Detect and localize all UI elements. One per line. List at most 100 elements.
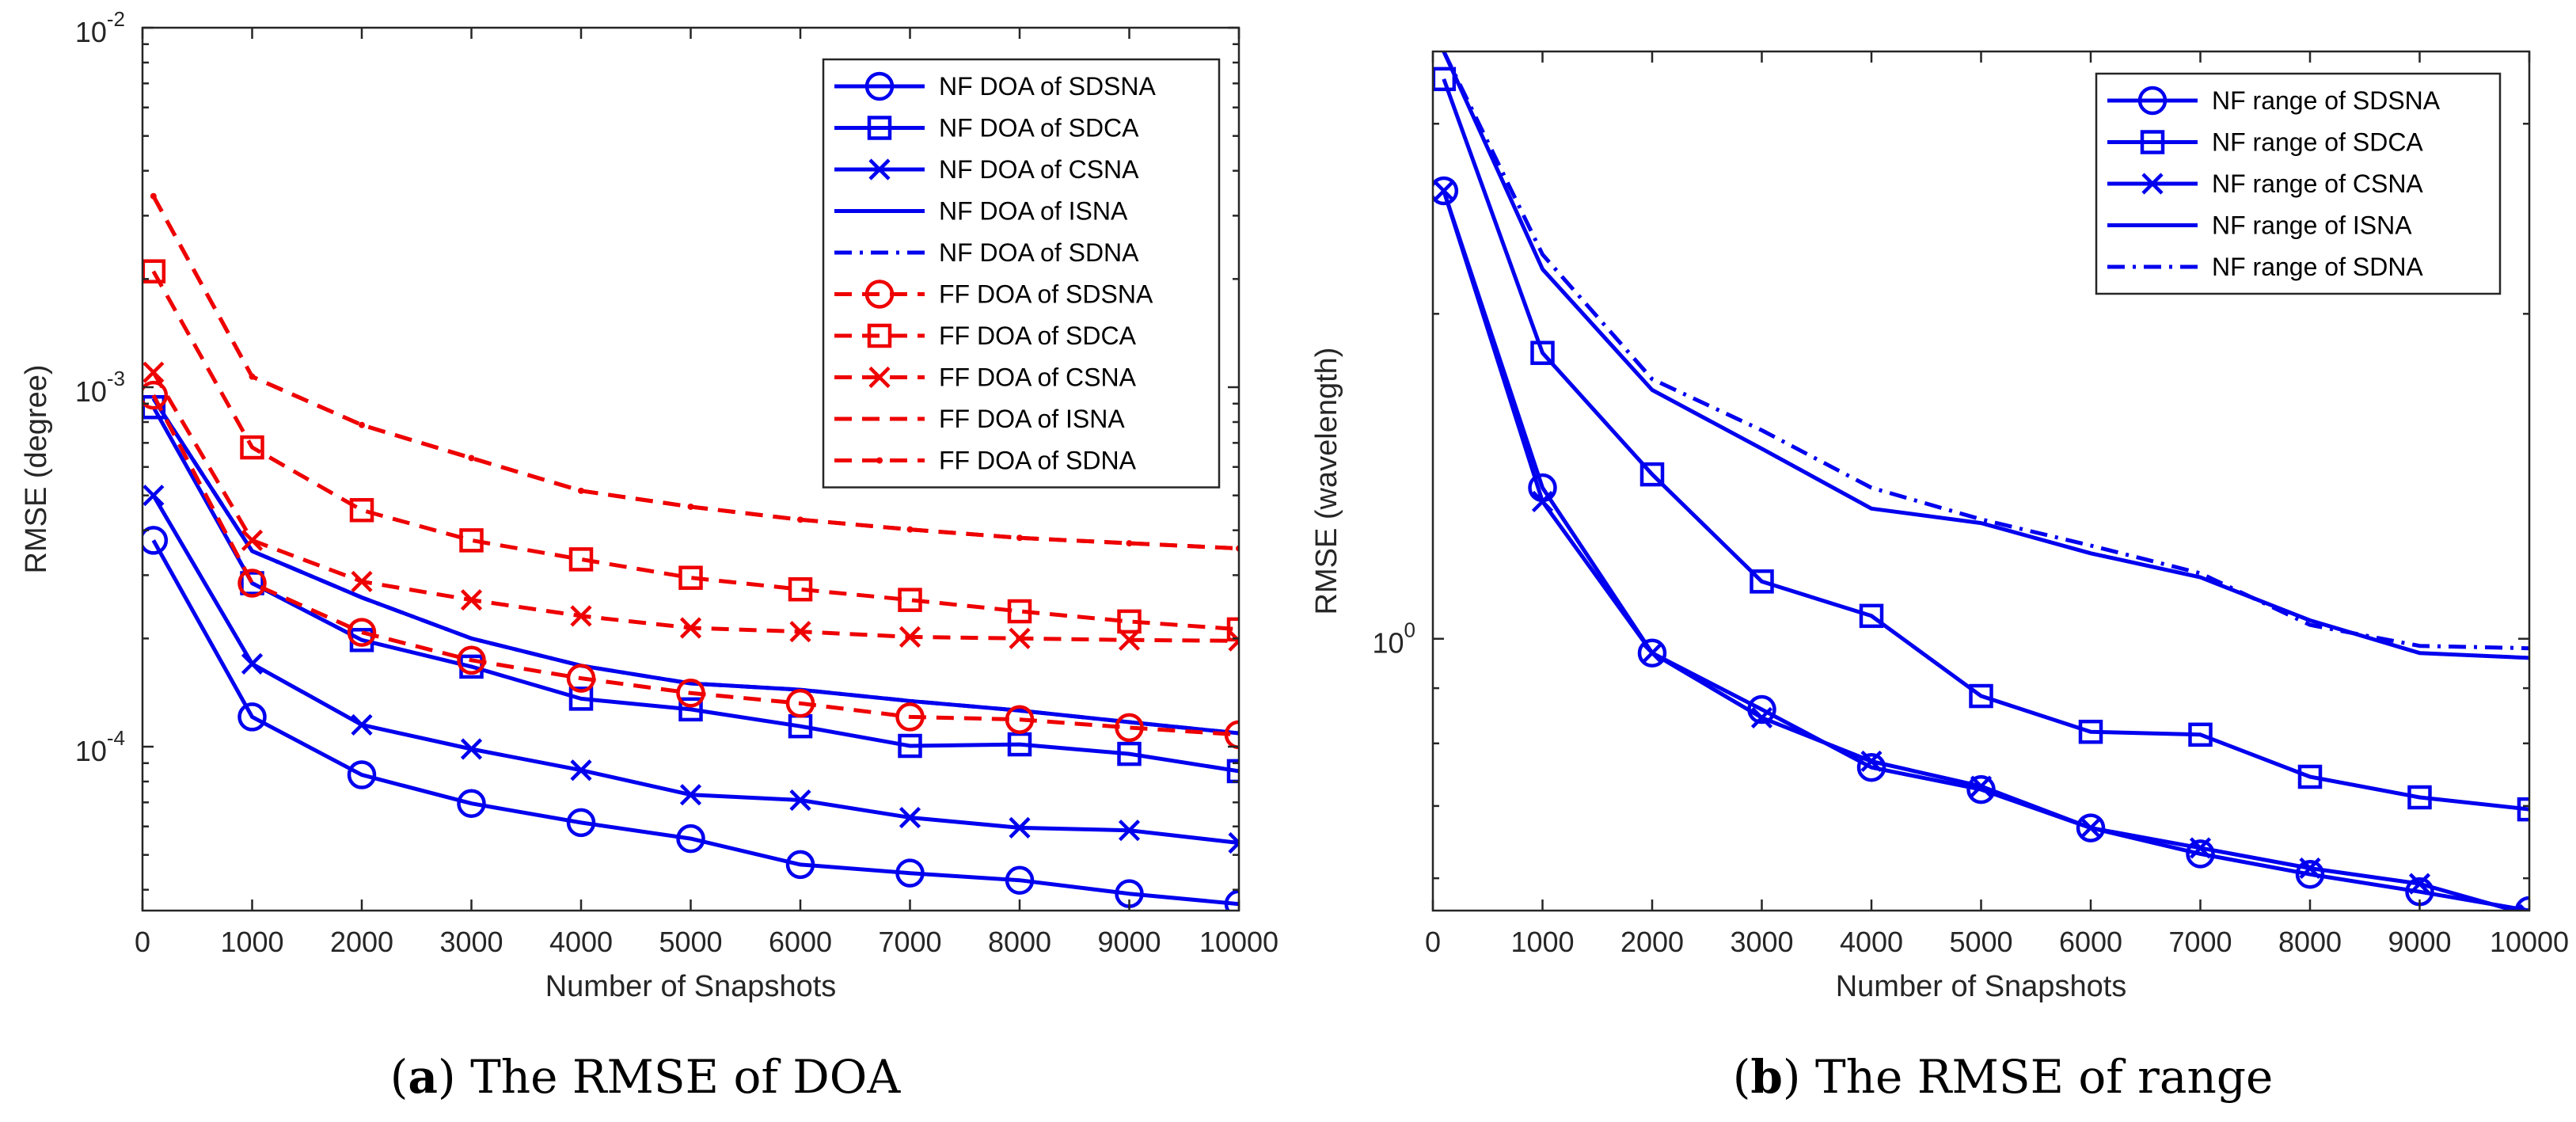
doa-x-tick-label: 1000 xyxy=(220,926,283,958)
data-point-nf-range-of-csna xyxy=(1433,180,1455,202)
data-point-ff-doa-of-sdsna xyxy=(676,679,705,708)
series-line-nf-range-of-sdna xyxy=(1442,51,2529,651)
data-point-ff-doa-of-sdna xyxy=(1016,534,1023,542)
doa-y-tick-label: 10-3 xyxy=(75,367,125,408)
legend-marker-nf-doa-of-csna xyxy=(868,158,891,181)
data-point-nf-range-of-sdsna xyxy=(2186,839,2215,869)
legend-item-nf-range-of-sdca: NF range of SDCA xyxy=(2107,128,2423,157)
data-point-ff-doa-of-sdsna xyxy=(347,618,377,647)
data-point-nf-doa-of-sdsna xyxy=(457,789,486,818)
range-x-ticks: 0 1000 2000 3000 4000 5000 6000 7000 8000 9000 100… xyxy=(1425,51,2569,958)
legend-label-nf-range-of-isna: NF range of ISNA xyxy=(2212,211,2412,240)
doa-y-tick-label: 10-4 xyxy=(75,726,125,767)
data-point-nf-range-of-sdsna xyxy=(1637,638,1667,667)
data-point-ff-doa-of-sdsna xyxy=(1005,705,1035,734)
doa-caption-text: The RMSE of DOA xyxy=(470,1050,901,1104)
doa-x-tick-label: 7000 xyxy=(878,926,941,958)
data-point-ff-doa-of-sdna xyxy=(906,526,914,533)
data-point-ff-doa-of-sdsna xyxy=(1115,713,1144,743)
data-point-nf-doa-of-csna xyxy=(1009,816,1031,839)
series-nf-doa-of-sdsna xyxy=(142,526,1239,911)
data-point-nf-doa-of-csna xyxy=(679,784,702,806)
doa-y-axis-label: RMSE (degree) xyxy=(20,365,53,574)
data-point-nf-doa-of-csna xyxy=(1118,820,1141,842)
range-caption-tag: b xyxy=(1750,1050,1783,1104)
range-y-axis-label: RMSE (wavelength) xyxy=(1310,348,1343,615)
data-point-nf-doa-of-csna xyxy=(899,806,921,829)
legend-marker-nf-doa-of-sdca xyxy=(867,116,892,140)
data-point-nf-range-of-sdca xyxy=(1969,683,1993,709)
range-y-ticks: 100 xyxy=(1372,123,2529,880)
data-point-nf-range-of-csna xyxy=(2518,903,2528,911)
data-point-nf-doa-of-sdsna xyxy=(237,702,267,732)
data-point-ff-doa-of-sdna xyxy=(1126,540,1133,547)
legend-label-nf-range-of-sdca: NF range of SDCA xyxy=(2212,128,2423,157)
data-point-nf-range-of-csna xyxy=(1970,775,1993,797)
data-point-ff-doa-of-sdsna xyxy=(457,645,486,675)
data-point-ff-doa-of-csna xyxy=(570,605,592,627)
doa-caption: (a) The RMSE of DOA xyxy=(390,1050,902,1104)
legend-marker-nf-doa-of-sdsna xyxy=(864,71,895,101)
range-series-layer xyxy=(1433,51,2529,911)
data-point-ff-doa-of-sdsna xyxy=(566,664,596,693)
legend-marker-ff-doa-of-sdca xyxy=(867,323,892,348)
data-point-nf-doa-of-csna xyxy=(241,652,264,675)
legend-label-nf-doa-of-sdsna: NF DOA of SDSNA xyxy=(939,72,1157,101)
legend-item-nf-doa-of-sdsna: NF DOA of SDSNA xyxy=(834,71,1157,101)
series-line-nf-doa-of-sdsna xyxy=(151,539,1239,907)
range-x-tick-label: 9000 xyxy=(2388,926,2451,958)
series-nf-doa-of-sdna xyxy=(151,397,1239,736)
data-point-ff-doa-of-sdca xyxy=(240,435,264,460)
legend-label-nf-range-of-sdna: NF range of SDNA xyxy=(2212,253,2423,281)
legend-item-nf-doa-of-sdca: NF DOA of SDCA xyxy=(834,114,1139,143)
legend-label-nf-doa-of-isna: NF DOA of ISNA xyxy=(939,197,1128,226)
chart-doa: 0 1000 2000 3000 4000 5000 6000 7000 8000 9000 100… xyxy=(20,7,1279,1104)
legend-item-ff-doa-of-sdca: FF DOA of SDCA xyxy=(834,321,1137,350)
data-point-nf-range-of-csna xyxy=(1750,706,1773,729)
range-x-tick-label: 6000 xyxy=(2059,926,2122,958)
data-point-ff-doa-of-sdca xyxy=(1226,617,1239,642)
range-x-tick-label: 8000 xyxy=(2278,926,2342,958)
data-point-ff-doa-of-sdsna xyxy=(785,689,815,718)
doa-x-ticks: 0 1000 2000 3000 4000 5000 6000 7000 8000 9000 100… xyxy=(135,28,1279,958)
data-point-ff-doa-of-sdca xyxy=(678,565,703,590)
data-point-nf-range-of-sdca xyxy=(2407,785,2432,810)
data-point-nf-range-of-sdca xyxy=(2078,719,2103,744)
series-ff-doa-of-csna xyxy=(142,361,1239,652)
data-point-nf-doa-of-sdca xyxy=(898,733,922,759)
doa-legend: NF DOA of SDSNA NF DOA of SDCA NF DOA of C… xyxy=(822,58,1221,489)
doa-x-tick-label: 6000 xyxy=(769,926,832,958)
data-point-nf-range-of-csna xyxy=(1531,490,1554,513)
data-point-nf-range-of-sdsna xyxy=(2076,813,2106,842)
data-point-nf-doa-of-sdsna xyxy=(895,858,925,888)
data-point-nf-doa-of-sdca xyxy=(568,687,594,711)
data-point-ff-doa-of-sdca xyxy=(1117,609,1142,634)
data-point-ff-doa-of-csna xyxy=(241,529,264,551)
data-point-nf-range-of-sdca xyxy=(1639,462,1665,487)
series-ff-doa-of-sdca xyxy=(142,259,1239,642)
data-point-nf-range-of-csna xyxy=(2080,816,2102,839)
data-point-ff-doa-of-csna xyxy=(351,570,373,593)
legend-item-nf-doa-of-sdna: NF DOA of SDNA xyxy=(834,238,1139,267)
data-point-ff-doa-of-csna xyxy=(1009,627,1031,649)
range-caption-text: The RMSE of range xyxy=(1815,1050,2273,1104)
data-point-nf-doa-of-sdca xyxy=(1117,741,1142,766)
data-point-nf-range-of-sdca xyxy=(1859,603,1884,629)
legend-item-ff-doa-of-sdsna: FF DOA of SDSNA xyxy=(834,280,1153,309)
range-y-tick-label: 100 xyxy=(1372,618,1415,660)
legend-marker-nf-range-of-sdca xyxy=(2140,130,2165,154)
doa-x-axis-label: Number of Snapshots xyxy=(545,970,837,1003)
data-point-nf-doa-of-csna xyxy=(351,713,373,736)
doa-series-layer xyxy=(142,192,1239,911)
doa-x-tick-label: 0 xyxy=(135,926,150,958)
data-point-nf-doa-of-sdsna xyxy=(142,526,169,555)
data-point-ff-doa-of-sdna xyxy=(797,516,804,523)
legend-item-nf-range-of-sdsna: NF range of SDSNA xyxy=(2107,86,2441,116)
range-x-tick-label: 3000 xyxy=(1730,926,1793,958)
legend-label-nf-doa-of-sdna: NF DOA of SDNA xyxy=(939,238,1139,267)
data-point-ff-doa-of-csna xyxy=(142,361,165,383)
data-point-nf-doa-of-csna xyxy=(1228,831,1239,854)
data-point-ff-doa-of-sdca xyxy=(1007,599,1032,624)
data-point-nf-range-of-sdca xyxy=(2517,797,2529,822)
